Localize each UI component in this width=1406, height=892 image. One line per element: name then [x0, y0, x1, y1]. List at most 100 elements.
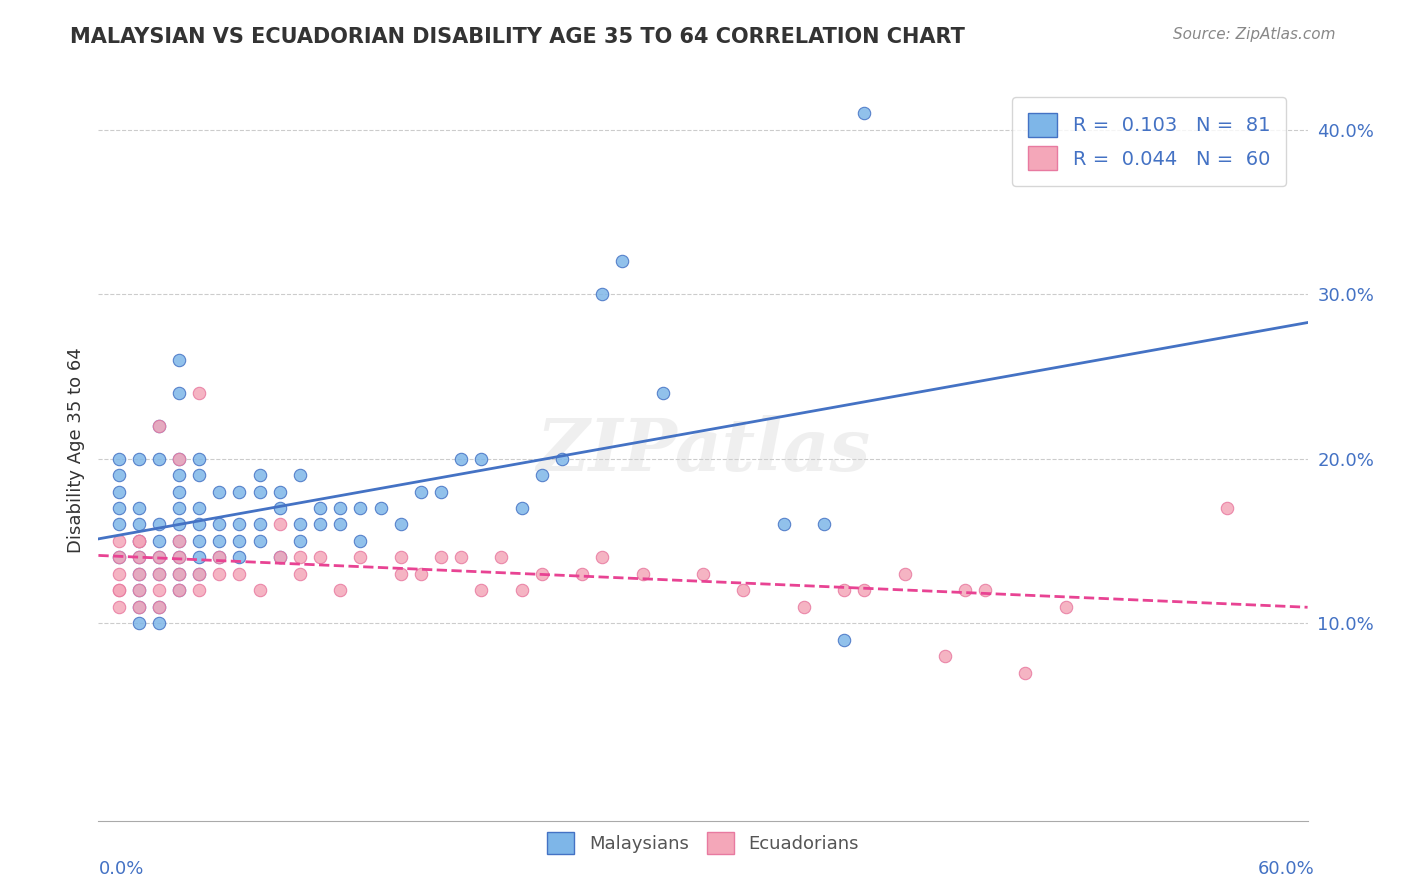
- Point: [128, 599, 150, 614]
- Point: [510, 501, 533, 516]
- Point: [148, 583, 170, 598]
- Legend: Malaysians, Ecuadorians: Malaysians, Ecuadorians: [538, 823, 868, 863]
- Point: [167, 583, 190, 598]
- Point: [591, 550, 613, 565]
- Point: [148, 418, 170, 433]
- Point: [107, 517, 129, 532]
- Point: [591, 287, 613, 301]
- Point: [128, 599, 150, 614]
- Point: [228, 550, 250, 565]
- Point: [470, 451, 492, 466]
- Point: [128, 566, 150, 581]
- Point: [269, 501, 291, 516]
- Point: [188, 501, 211, 516]
- Point: [309, 501, 332, 516]
- Point: [349, 533, 371, 548]
- Point: [167, 550, 190, 565]
- Point: [208, 484, 231, 499]
- Point: [249, 583, 271, 598]
- Point: [208, 566, 231, 581]
- Point: [128, 533, 150, 548]
- Point: [167, 566, 190, 581]
- Point: [470, 583, 492, 598]
- Point: [128, 583, 150, 598]
- Point: [167, 550, 190, 565]
- Point: [329, 501, 352, 516]
- Point: [269, 517, 291, 532]
- Point: [107, 533, 129, 548]
- Point: [430, 550, 453, 565]
- Point: [288, 517, 311, 532]
- Point: [128, 550, 150, 565]
- Point: [288, 468, 311, 483]
- Point: [269, 550, 291, 565]
- Point: [389, 566, 412, 581]
- Point: [571, 566, 593, 581]
- Point: [188, 583, 211, 598]
- Point: [772, 517, 794, 532]
- Point: [733, 583, 755, 598]
- Point: [107, 501, 129, 516]
- Point: [128, 533, 150, 548]
- Point: [288, 566, 311, 581]
- Point: [893, 566, 915, 581]
- Point: [148, 533, 170, 548]
- Point: [167, 385, 190, 400]
- Point: [148, 616, 170, 631]
- Point: [450, 451, 472, 466]
- Point: [249, 517, 271, 532]
- Point: [148, 599, 170, 614]
- Point: [269, 484, 291, 499]
- Point: [188, 385, 211, 400]
- Point: [329, 517, 352, 532]
- Point: [832, 583, 855, 598]
- Point: [167, 501, 190, 516]
- Point: [228, 533, 250, 548]
- Point: [167, 468, 190, 483]
- Point: [208, 533, 231, 548]
- Point: [208, 550, 231, 565]
- Point: [329, 583, 352, 598]
- Point: [934, 649, 956, 664]
- Point: [188, 468, 211, 483]
- Point: [491, 550, 513, 565]
- Point: [188, 517, 211, 532]
- Text: 0.0%: 0.0%: [98, 860, 143, 878]
- Point: [309, 550, 332, 565]
- Point: [228, 566, 250, 581]
- Text: Source: ZipAtlas.com: Source: ZipAtlas.com: [1173, 27, 1336, 42]
- Point: [128, 550, 150, 565]
- Point: [853, 583, 876, 598]
- Point: [148, 566, 170, 581]
- Point: [953, 583, 976, 598]
- Point: [974, 583, 997, 598]
- Point: [107, 599, 129, 614]
- Point: [249, 533, 271, 548]
- Point: [370, 501, 392, 516]
- Point: [249, 468, 271, 483]
- Point: [188, 550, 211, 565]
- Point: [349, 550, 371, 565]
- Point: [228, 484, 250, 499]
- Point: [389, 550, 412, 565]
- Point: [530, 468, 553, 483]
- Point: [167, 533, 190, 548]
- Point: [269, 550, 291, 565]
- Point: [128, 501, 150, 516]
- Point: [107, 583, 129, 598]
- Point: [813, 517, 835, 532]
- Point: [167, 517, 190, 532]
- Point: [228, 517, 250, 532]
- Point: [612, 254, 634, 268]
- Point: [148, 451, 170, 466]
- Point: [167, 451, 190, 466]
- Point: [167, 533, 190, 548]
- Point: [128, 616, 150, 631]
- Point: [1054, 599, 1077, 614]
- Point: [107, 451, 129, 466]
- Point: [167, 566, 190, 581]
- Point: [148, 566, 170, 581]
- Point: [148, 550, 170, 565]
- Point: [107, 468, 129, 483]
- Point: [148, 517, 170, 532]
